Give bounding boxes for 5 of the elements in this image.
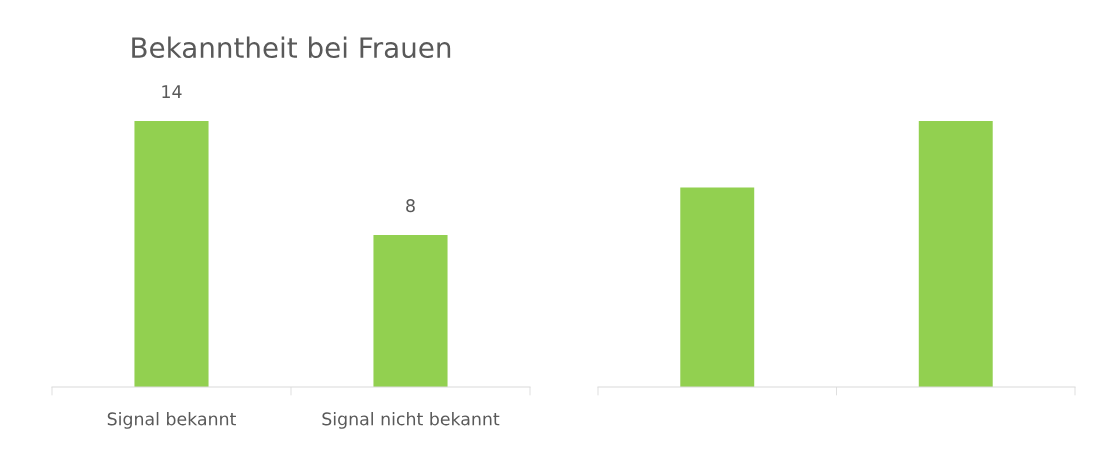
x-tick-label: Signal nicht bekannt xyxy=(322,412,500,429)
data-label: 14 xyxy=(162,85,182,98)
x-tick-label: Signal bekannt xyxy=(107,412,236,429)
data-label: 8 xyxy=(406,199,415,213)
chart-title: Bekanntheit bei Frauen xyxy=(132,36,451,59)
